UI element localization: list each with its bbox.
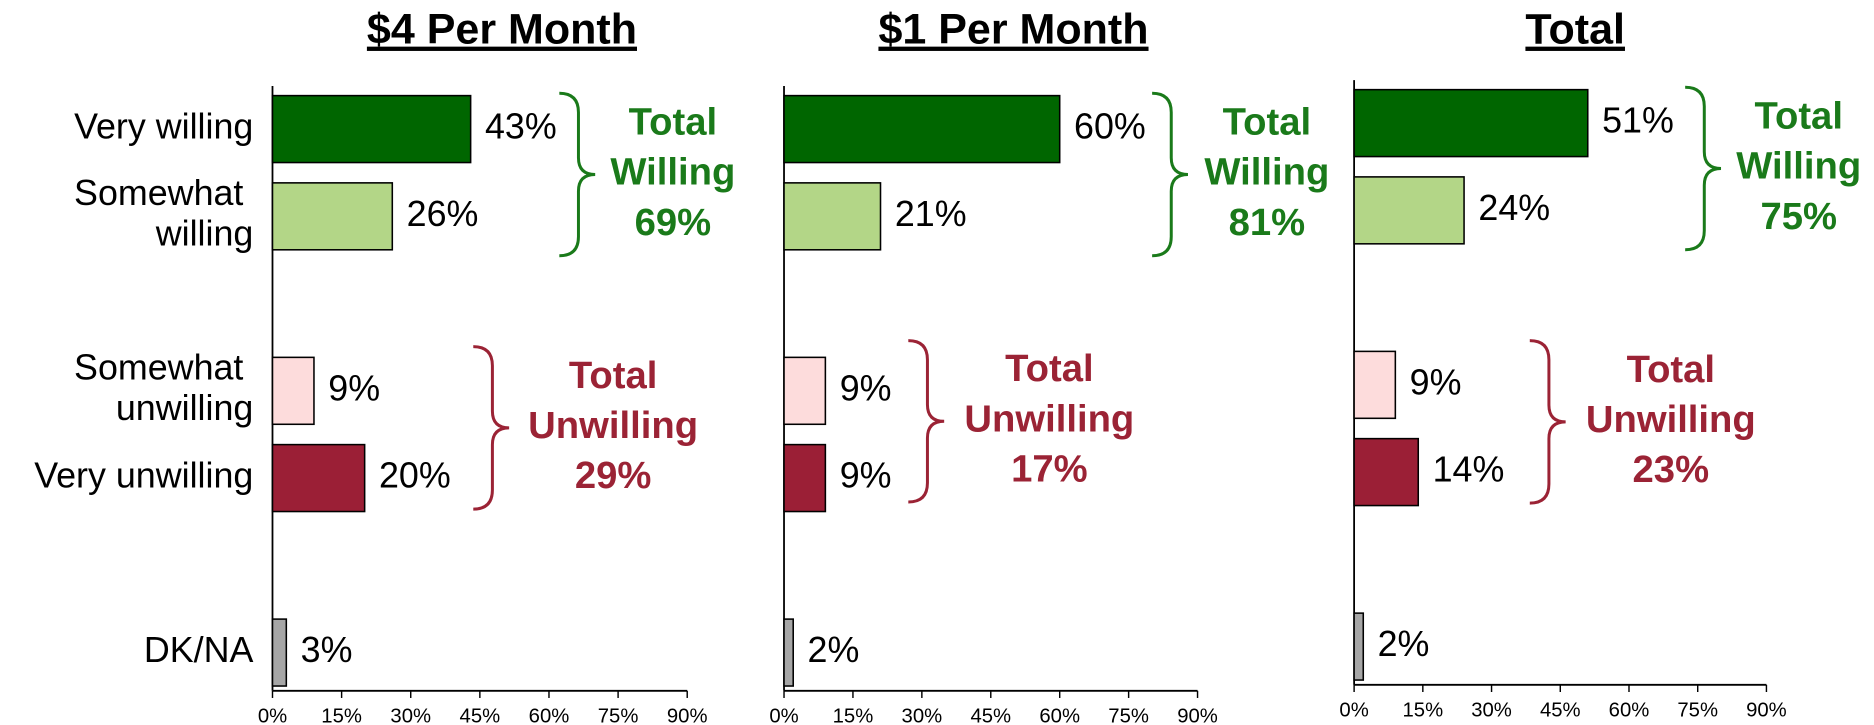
annotation-label: Unwilling <box>1586 398 1756 441</box>
value-label: 43% <box>485 107 557 147</box>
annotation-label: Total <box>1005 347 1094 390</box>
annotation-label: Total <box>1754 94 1843 137</box>
category-label: Somewhat willing <box>74 173 253 254</box>
annotation-value: 23% <box>1633 448 1710 491</box>
category-label: Somewhat unwilling <box>74 348 253 429</box>
value-label: 2% <box>808 630 860 670</box>
bar <box>783 356 827 426</box>
value-label: 9% <box>840 368 892 408</box>
annotation-value: 75% <box>1760 195 1837 238</box>
annotation-label: Willing <box>1736 145 1861 188</box>
x-tick-label: 60% <box>1609 699 1650 721</box>
category-label: Very willing <box>74 107 253 147</box>
annotation-label: Total <box>629 100 717 143</box>
bar <box>783 443 827 513</box>
bar <box>1353 88 1589 158</box>
annotation-label: Willing <box>610 151 735 194</box>
value-label: 21% <box>895 194 967 234</box>
x-tick-label: 90% <box>1177 705 1218 725</box>
x-tick-label: 0% <box>769 705 798 725</box>
chart-title: $1 Per Month <box>878 6 1148 54</box>
value-label: 51% <box>1602 101 1674 141</box>
bar <box>1353 176 1465 245</box>
value-label: 9% <box>328 368 380 408</box>
bar <box>271 182 394 251</box>
bar <box>1353 612 1365 681</box>
value-label: 3% <box>301 630 353 670</box>
annotation-label: Total <box>1223 100 1311 143</box>
chart-title: $4 Per Month <box>367 6 637 54</box>
x-tick-label: 75% <box>598 705 639 725</box>
x-tick-label: 0% <box>258 705 287 725</box>
annotation-value: 81% <box>1229 201 1306 244</box>
value-label: 24% <box>1478 188 1550 228</box>
bar <box>1353 437 1420 507</box>
chart-title: Total <box>1525 6 1625 54</box>
bar <box>271 618 288 687</box>
bar <box>783 182 882 251</box>
bracket <box>559 91 596 258</box>
value-label: 14% <box>1433 450 1505 490</box>
x-tick-label: 45% <box>970 705 1011 725</box>
x-tick-label: 30% <box>1471 699 1512 721</box>
value-label: 2% <box>1378 624 1430 664</box>
x-tick-label: 15% <box>833 705 874 725</box>
x-tick-label: 75% <box>1108 705 1149 725</box>
x-tick-label: 0% <box>1339 699 1368 721</box>
bar <box>783 618 794 687</box>
bar <box>271 443 366 513</box>
bar <box>1353 350 1397 420</box>
x-tick-label: 45% <box>460 705 501 725</box>
label-line: Somewhat <box>74 348 253 388</box>
value-label: 9% <box>1410 362 1462 402</box>
value-label: 9% <box>840 456 892 496</box>
bar <box>271 94 472 164</box>
bar <box>271 356 315 426</box>
annotation-label: Unwilling <box>528 404 698 447</box>
bracket <box>908 339 945 504</box>
annotation-value: 17% <box>1011 448 1088 491</box>
bar <box>783 94 1061 164</box>
x-tick-label: 90% <box>667 705 708 725</box>
annotation-value: 69% <box>635 201 712 244</box>
bracket <box>1529 339 1566 505</box>
annotation-value: 29% <box>575 454 652 497</box>
label-line: unwilling <box>116 389 253 429</box>
x-tick-label: 75% <box>1677 699 1718 721</box>
x-tick-label: 30% <box>390 705 431 725</box>
x-tick-label: 60% <box>1039 705 1080 725</box>
annotation-label: Total <box>1627 348 1716 391</box>
category-label: DK/NA <box>144 630 254 670</box>
value-label: 20% <box>379 456 451 496</box>
annotation-label: Total <box>569 354 658 397</box>
x-tick-label: 90% <box>1746 699 1787 721</box>
x-tick-label: 45% <box>1540 699 1581 721</box>
label-line: Somewhat <box>74 173 253 213</box>
category-label: Very unwilling <box>34 456 253 496</box>
annotation-label: Unwilling <box>964 397 1134 440</box>
x-tick-label: 60% <box>529 705 570 725</box>
bracket <box>1152 91 1189 258</box>
bracket <box>473 345 510 511</box>
x-tick-label: 15% <box>321 705 362 725</box>
value-label: 60% <box>1074 107 1146 147</box>
x-tick-label: 15% <box>1403 699 1444 721</box>
bracket <box>1685 85 1722 252</box>
value-label: 26% <box>407 194 479 234</box>
label-line: willing <box>155 214 254 254</box>
annotation-label: Willing <box>1204 151 1329 194</box>
x-tick-label: 30% <box>902 705 943 725</box>
